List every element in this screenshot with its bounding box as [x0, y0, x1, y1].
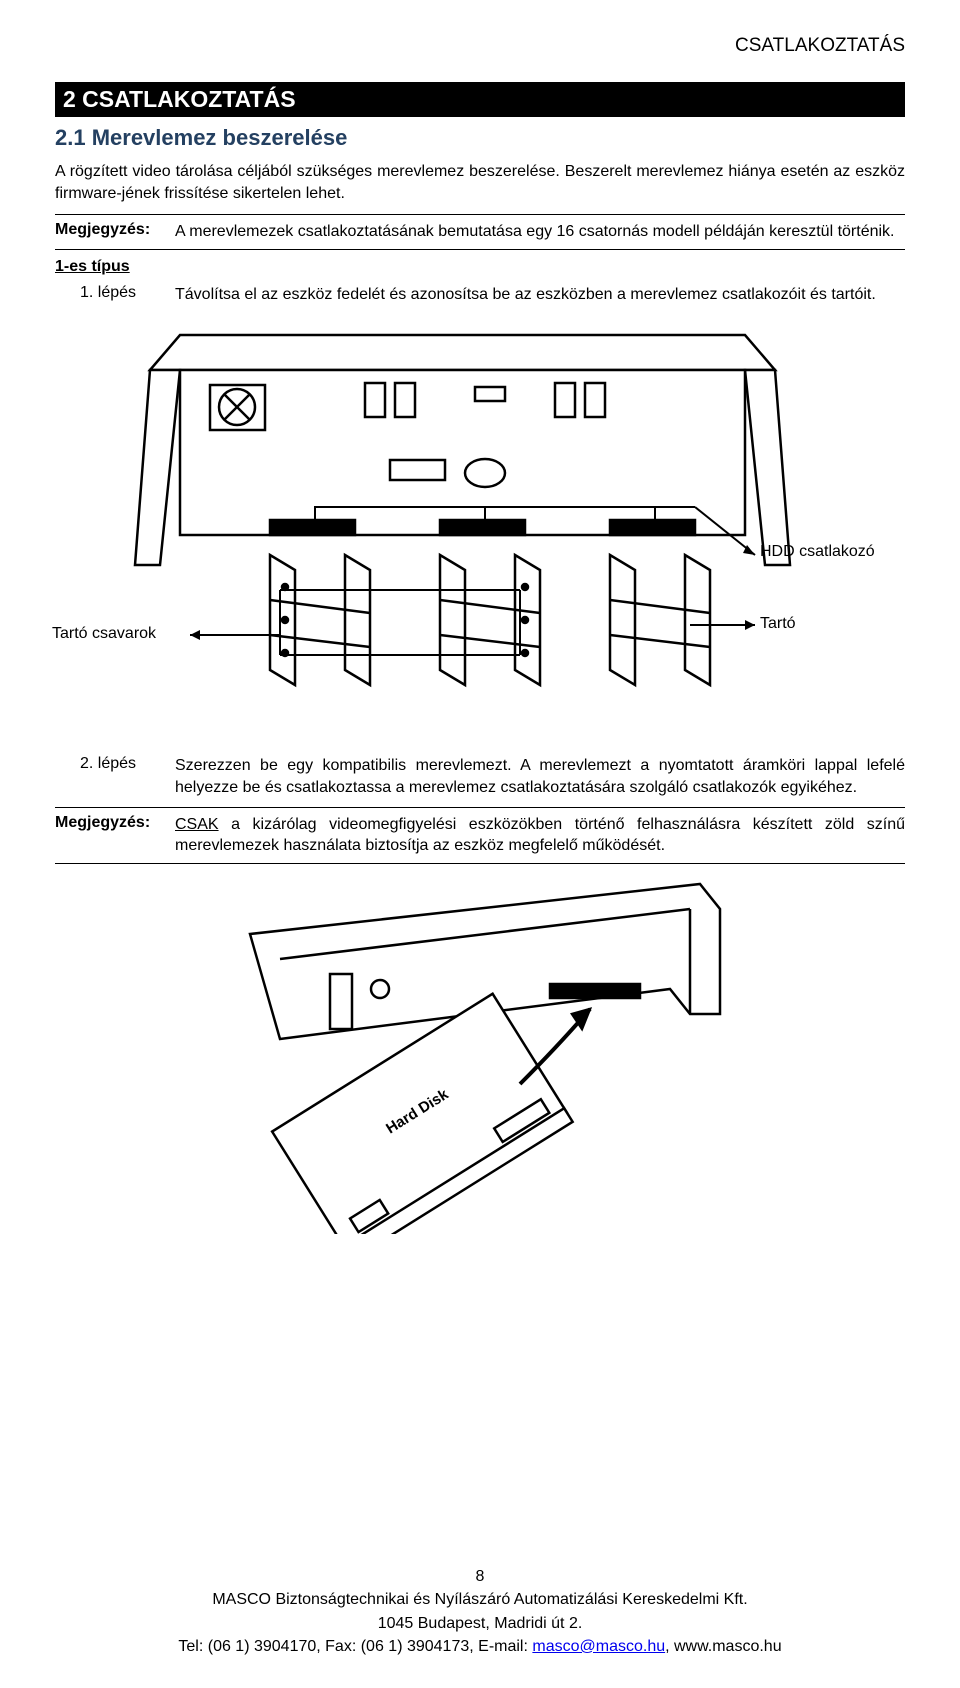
diagram-hdd-svg: Hard Disk: [220, 874, 740, 1234]
note-2: Megjegyzés: CSAK a kizárólag videomegfig…: [55, 807, 905, 864]
running-header: CSATLAKOZTATÁS: [55, 35, 905, 57]
type-label: 1-es típus: [55, 258, 905, 276]
footer-web: www.masco.hu: [674, 1638, 782, 1655]
step-1: 1. lépés Távolítsa el az eszköz fedelét …: [80, 284, 905, 306]
note-1-text: A merevlemezek csatlakoztatásának bemuta…: [175, 221, 905, 243]
footer-line-1: MASCO Biztonságtechnikai és Nyílászáró A…: [0, 1588, 960, 1611]
note-1-label: Megjegyzés:: [55, 221, 175, 243]
diagram-chassis-svg: [55, 315, 905, 735]
footer-mid: ,: [665, 1638, 674, 1655]
footer-line-3: Tel: (06 1) 3904170, Fax: (06 1) 3904173…: [0, 1635, 960, 1658]
note-2-text: CSAK a kizárólag videomegfigyelési eszkö…: [175, 814, 905, 857]
subsection-heading: 2.1 Merevlemez beszerelése: [55, 125, 905, 151]
diagram-hdd-insert: Hard Disk: [55, 874, 905, 1234]
page-number: 8: [0, 1565, 960, 1588]
step-1-text: Távolítsa el az eszköz fedelét és azonos…: [175, 284, 905, 306]
step-2-text: Szerezzen be egy kompatibilis merevlemez…: [175, 755, 905, 798]
note-2-rest: a kizárólag videomegfigyelési eszközökbe…: [175, 816, 905, 855]
step-2: 2. lépés Szerezzen be egy kompatibilis m…: [80, 755, 905, 798]
page-footer: 8 MASCO Biztonságtechnikai és Nyílászáró…: [0, 1565, 960, 1658]
step-2-number: 2. lépés: [80, 755, 175, 798]
footer-tel: Tel: (06 1) 3904170, Fax: (06 1) 3904173…: [178, 1638, 532, 1655]
note-2-label: Megjegyzés:: [55, 814, 175, 857]
footer-line-2: 1045 Budapest, Madridi út 2.: [0, 1612, 960, 1635]
callout-bracket: Tartó: [760, 615, 796, 633]
callout-screws: Tartó csavarok: [52, 625, 156, 643]
callout-hdd-connector: HDD csatlakozó: [760, 543, 875, 561]
note-2-underlined: CSAK: [175, 816, 219, 833]
step-1-number: 1. lépés: [80, 284, 175, 306]
intro-paragraph: A rögzített video tárolása céljából szük…: [55, 161, 905, 204]
section-heading: 2 CSATLAKOZTATÁS: [55, 82, 905, 117]
note-1: Megjegyzés: A merevlemezek csatlakoztatá…: [55, 214, 905, 250]
diagram-chassis: Tartó csavarok HDD csatlakozó Tartó: [55, 315, 905, 735]
footer-email-link[interactable]: masco@masco.hu: [532, 1638, 665, 1655]
